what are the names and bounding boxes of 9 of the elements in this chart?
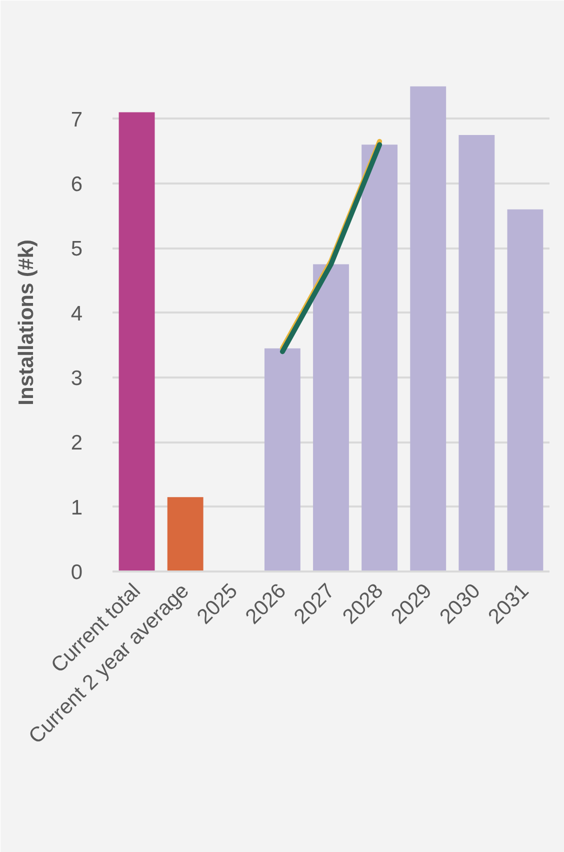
y-tick-label: 2 bbox=[70, 432, 83, 455]
y-tick-label: 1 bbox=[70, 496, 83, 520]
y-tick-label: 5 bbox=[70, 238, 83, 261]
y-tick-label: 3 bbox=[70, 366, 83, 390]
y-tick-label: 0 bbox=[70, 561, 83, 584]
y-tick-label: 7 bbox=[70, 108, 83, 132]
y-tick-label: 6 bbox=[70, 172, 83, 196]
y-axis-title: Installations (#k) bbox=[14, 240, 38, 406]
y-tick-label: 4 bbox=[70, 302, 83, 326]
